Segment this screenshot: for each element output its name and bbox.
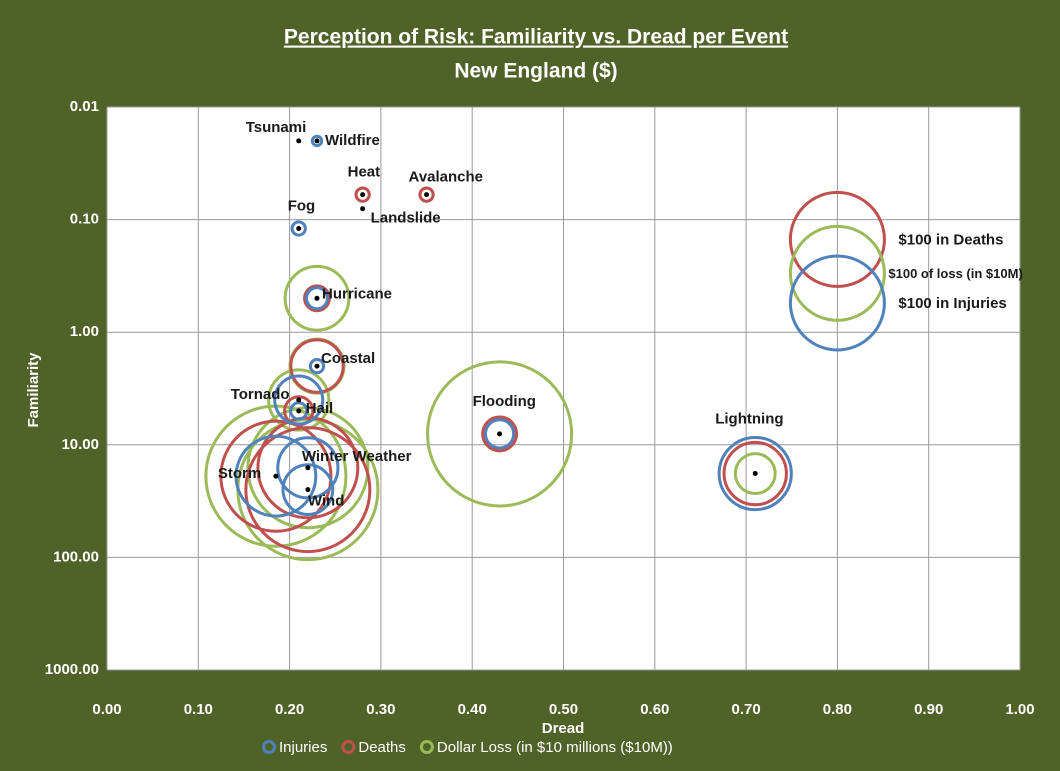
x-tick-label: 0.10	[184, 701, 213, 718]
x-tick-label: 0.20	[275, 701, 304, 718]
point	[273, 473, 279, 479]
chart-subtitle: New England ($)	[454, 60, 617, 83]
point-label: Avalanche	[409, 169, 483, 186]
reference-label: $100 in Injuries	[898, 295, 1006, 312]
x-tick-label: 0.40	[458, 701, 487, 718]
x-tick-label: 0.30	[366, 701, 395, 718]
y-tick-label: 10.00	[61, 436, 99, 453]
bubble	[303, 284, 331, 313]
x-tick-label: 0.80	[823, 701, 852, 718]
reference-bubble	[788, 224, 886, 322]
point-label: Landslide	[371, 210, 441, 227]
bubble	[733, 452, 777, 495]
point-label: Lightning	[715, 411, 783, 428]
point-label: Wind	[308, 493, 345, 510]
legend-marker	[262, 740, 276, 754]
bubble	[289, 338, 345, 394]
x-tick-label: 1.00	[1005, 701, 1034, 718]
bubble	[481, 415, 519, 453]
bubble	[289, 401, 309, 421]
y-tick-label: 0.10	[70, 211, 99, 228]
reference-label: $100 in Deaths	[898, 231, 1003, 248]
bubble	[310, 134, 324, 148]
bubble	[273, 374, 325, 426]
bubble	[290, 220, 307, 237]
bubble	[354, 186, 371, 203]
point-label: Wildfire	[325, 132, 380, 149]
bubble	[483, 418, 516, 450]
point-label: Heat	[348, 164, 381, 181]
point	[360, 192, 366, 198]
point-label: Fog	[288, 197, 316, 214]
bubble	[244, 426, 372, 554]
point-label: Flooding	[473, 393, 536, 410]
point	[296, 408, 302, 414]
point	[424, 192, 430, 198]
bubble	[234, 434, 318, 518]
point	[360, 206, 366, 212]
point	[296, 138, 302, 144]
point-label: Hail	[306, 400, 334, 417]
point	[314, 363, 320, 369]
bubble	[281, 463, 335, 516]
point	[314, 138, 320, 144]
point	[296, 226, 302, 232]
legend-label: Deaths	[358, 739, 406, 756]
reference-label: $100 of loss (in $10M)	[888, 266, 1022, 281]
point	[296, 397, 302, 403]
bubble	[308, 357, 326, 375]
bubble	[267, 368, 331, 432]
reference-bubble	[788, 190, 886, 288]
bubble	[256, 416, 360, 520]
bubble	[304, 286, 329, 311]
point-label: Tornado	[231, 386, 290, 403]
bubble	[722, 440, 788, 507]
point-label: Hurricane	[322, 285, 392, 302]
legend-label: Injuries	[279, 739, 327, 756]
x-tick-label: 0.70	[731, 701, 760, 718]
bubble	[219, 419, 333, 533]
point	[305, 465, 311, 471]
legend-marker	[419, 740, 434, 754]
point-label: Storm	[218, 465, 261, 482]
point	[497, 431, 503, 437]
reference-bubble	[788, 254, 886, 352]
x-tick-label: 0.00	[92, 701, 121, 718]
point	[305, 487, 311, 493]
bubble	[717, 435, 793, 512]
y-tick-label: 100.00	[53, 548, 99, 565]
point-label: Winter Weather	[302, 448, 412, 465]
x-tick-label: 0.60	[640, 701, 669, 718]
y-axis-title: Familiarity	[25, 352, 42, 428]
point	[314, 295, 320, 301]
bubble	[283, 264, 351, 332]
bubble	[418, 186, 435, 203]
point	[752, 471, 758, 477]
x-tick-label: 0.50	[549, 701, 578, 718]
bubble	[426, 360, 574, 508]
chart-title: Perception of Risk: Familiarity vs. Drea…	[284, 26, 788, 49]
legend-marker	[341, 740, 356, 754]
x-axis-title: Dread	[542, 720, 585, 737]
point-label: Coastal	[321, 350, 375, 367]
y-tick-label: 0.01	[70, 98, 99, 115]
x-tick-label: 0.90	[914, 701, 943, 718]
point-label: Tsunami	[246, 119, 307, 136]
y-tick-label: 1000.00	[45, 661, 99, 678]
y-tick-label: 1.00	[70, 323, 99, 340]
bubble	[246, 406, 370, 530]
legend-label: Dollar Loss (in $10 millions ($10M))	[437, 739, 673, 756]
